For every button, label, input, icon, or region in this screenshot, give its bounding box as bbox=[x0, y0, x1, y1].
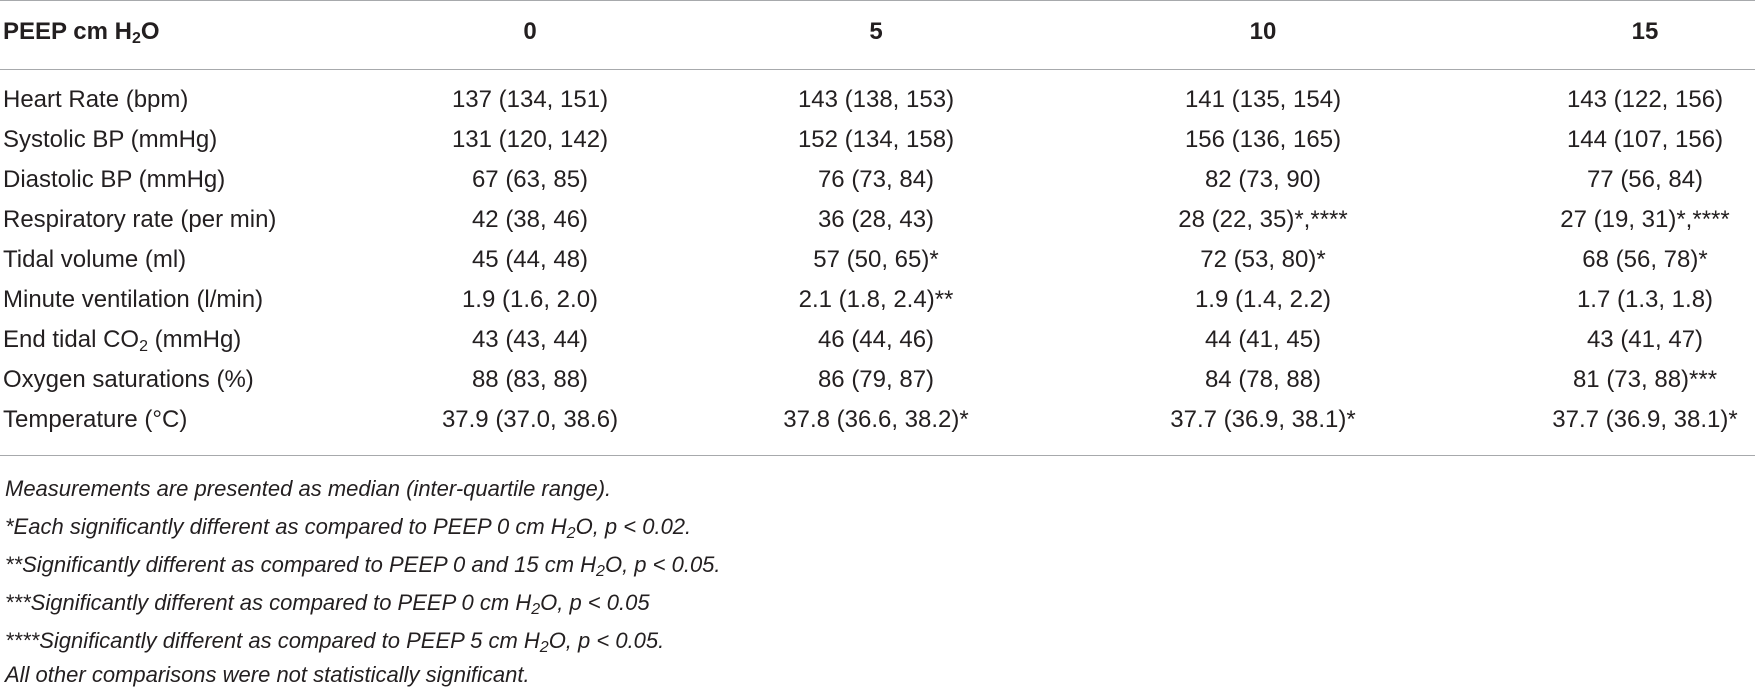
row-label: Tidal volume (ml) bbox=[3, 240, 186, 280]
header-rule bbox=[0, 69, 1755, 70]
table-row: Temperature (°C) 37.9 (37.0, 38.6) 37.8 … bbox=[0, 400, 1755, 440]
table-row: Diastolic BP (mmHg) 67 (63, 85) 76 (73, … bbox=[0, 160, 1755, 200]
cell-peep-15: 27 (19, 31)*,**** bbox=[1560, 206, 1730, 233]
table-bottom-rule bbox=[0, 455, 1755, 456]
cell-peep-15: 144 (107, 156) bbox=[1566, 126, 1724, 153]
cell-peep-5: 76 (73, 84) bbox=[817, 166, 935, 193]
row-label-text: Minute ventilation (l/min) bbox=[3, 286, 264, 313]
footnote: ****Significantly different as compared … bbox=[5, 627, 665, 656]
cell-peep-10: 72 (53, 80)* bbox=[1200, 246, 1326, 273]
cell-peep-10: 82 (73, 90) bbox=[1204, 166, 1322, 193]
header-col-peep-15: 15 bbox=[1631, 18, 1659, 45]
row-label-text: Heart Rate (bpm) bbox=[3, 86, 189, 113]
cell-peep-10: 37.7 (36.9, 38.1)* bbox=[1170, 406, 1356, 433]
cell-peep-10: 141 (135, 154) bbox=[1184, 86, 1342, 113]
footnote-tail: O, p < 0.02. bbox=[575, 514, 692, 539]
footnote-subscript: 2 bbox=[531, 601, 541, 618]
footnote-tail: O, p < 0.05 bbox=[540, 590, 650, 615]
cell-peep-10: 1.9 (1.4, 2.2) bbox=[1194, 286, 1332, 313]
footnote-subscript: 2 bbox=[566, 525, 576, 542]
cell-peep-5: 57 (50, 65)* bbox=[813, 246, 939, 273]
table-row: Minute ventilation (l/min) 1.9 (1.6, 2.0… bbox=[0, 280, 1755, 320]
row-label-text: End tidal CO bbox=[3, 326, 140, 353]
cell-peep-15: 1.7 (1.3, 1.8) bbox=[1576, 286, 1714, 313]
table-row: Tidal volume (ml) 45 (44, 48) 57 (50, 65… bbox=[0, 240, 1755, 280]
row-label-text: Oxygen saturations (%) bbox=[3, 366, 254, 393]
cell-peep-10: 28 (22, 35)*,**** bbox=[1178, 206, 1348, 233]
row-label: Heart Rate (bpm) bbox=[3, 80, 188, 120]
cell-peep-15: 143 (122, 156) bbox=[1566, 86, 1724, 113]
row-label: Minute ventilation (l/min) bbox=[3, 280, 263, 320]
cell-peep-5: 2.1 (1.8, 2.4)** bbox=[798, 286, 954, 313]
footnote-text: Measurements are presented as median (in… bbox=[5, 476, 612, 501]
table-top-rule bbox=[0, 0, 1755, 1]
footnote-tail: O, p < 0.05. bbox=[604, 552, 721, 577]
row-label-text: Diastolic BP (mmHg) bbox=[3, 166, 226, 193]
footnote-subscript: 2 bbox=[539, 639, 549, 656]
cell-peep-10: 84 (78, 88) bbox=[1204, 366, 1322, 393]
row-label-tail: (mmHg) bbox=[147, 326, 242, 353]
cell-peep-0: 43 (43, 44) bbox=[471, 326, 589, 353]
header-col-peep-5: 5 bbox=[869, 18, 883, 45]
header-label: PEEP cm H2O bbox=[3, 12, 160, 52]
table-row: End tidal CO2 (mmHg) 43 (43, 44) 46 (44,… bbox=[0, 320, 1755, 360]
footnote: All other comparisons were not statistic… bbox=[5, 661, 530, 689]
header-label-tail: O bbox=[140, 18, 160, 45]
header-col-peep-0: 0 bbox=[523, 18, 537, 45]
footnote: Measurements are presented as median (in… bbox=[5, 475, 611, 503]
cell-peep-15: 81 (73, 88)*** bbox=[1572, 366, 1718, 393]
cell-peep-5: 152 (134, 158) bbox=[797, 126, 955, 153]
row-label: Systolic BP (mmHg) bbox=[3, 120, 217, 160]
table-row: Systolic BP (mmHg) 131 (120, 142) 152 (1… bbox=[0, 120, 1755, 160]
row-label: Oxygen saturations (%) bbox=[3, 360, 254, 400]
footnote: *Each significantly different as compare… bbox=[5, 513, 692, 542]
footnote-text: All other comparisons were not statistic… bbox=[5, 662, 530, 687]
table-header-row: PEEP cm H2O 0 5 10 15 bbox=[0, 12, 1755, 52]
row-label-text: Tidal volume (ml) bbox=[3, 246, 187, 273]
cell-peep-0: 88 (83, 88) bbox=[471, 366, 589, 393]
footnote-text: ***Significantly different as compared t… bbox=[5, 590, 532, 615]
footnote: **Significantly different as compared to… bbox=[5, 551, 721, 580]
header-col-peep-10: 10 bbox=[1249, 18, 1277, 45]
cell-peep-15: 37.7 (36.9, 38.1)* bbox=[1552, 406, 1738, 433]
row-label: End tidal CO2 (mmHg) bbox=[3, 320, 241, 360]
cell-peep-0: 131 (120, 142) bbox=[451, 126, 609, 153]
table-row: Heart Rate (bpm) 137 (134, 151) 143 (138… bbox=[0, 80, 1755, 120]
cell-peep-0: 137 (134, 151) bbox=[451, 86, 609, 113]
cell-peep-5: 37.8 (36.6, 38.2)* bbox=[783, 406, 969, 433]
row-label: Temperature (°C) bbox=[3, 400, 187, 440]
cell-peep-0: 42 (38, 46) bbox=[471, 206, 589, 233]
cell-peep-10: 44 (41, 45) bbox=[1204, 326, 1322, 353]
cell-peep-15: 43 (41, 47) bbox=[1586, 326, 1704, 353]
row-label: Diastolic BP (mmHg) bbox=[3, 160, 225, 200]
table-row: Oxygen saturations (%) 88 (83, 88) 86 (7… bbox=[0, 360, 1755, 400]
cell-peep-10: 156 (136, 165) bbox=[1184, 126, 1342, 153]
cell-peep-0: 1.9 (1.6, 2.0) bbox=[461, 286, 599, 313]
row-label-text: Systolic BP (mmHg) bbox=[3, 126, 218, 153]
row-label: Respiratory rate (per min) bbox=[3, 200, 276, 240]
cell-peep-0: 45 (44, 48) bbox=[471, 246, 589, 273]
cell-peep-5: 143 (138, 153) bbox=[797, 86, 955, 113]
cell-peep-5: 36 (28, 43) bbox=[817, 206, 935, 233]
row-label-text: Temperature (°C) bbox=[3, 406, 188, 433]
footnote: ***Significantly different as compared t… bbox=[5, 589, 650, 618]
row-label-subscript: 2 bbox=[139, 338, 148, 355]
row-label-text: Respiratory rate (per min) bbox=[3, 206, 277, 233]
header-label-text: PEEP cm H bbox=[3, 18, 132, 45]
footnote-tail: O, p < 0.05. bbox=[548, 628, 665, 653]
cell-peep-0: 67 (63, 85) bbox=[471, 166, 589, 193]
cell-peep-15: 68 (56, 78)* bbox=[1582, 246, 1708, 273]
footnote-text: **Significantly different as compared to… bbox=[5, 552, 597, 577]
footnote-text: ****Significantly different as compared … bbox=[5, 628, 540, 653]
footnote-subscript: 2 bbox=[596, 563, 605, 580]
table-row: Respiratory rate (per min) 42 (38, 46) 3… bbox=[0, 200, 1755, 240]
cell-peep-15: 77 (56, 84) bbox=[1586, 166, 1704, 193]
cell-peep-5: 86 (79, 87) bbox=[817, 366, 935, 393]
cell-peep-5: 46 (44, 46) bbox=[817, 326, 935, 353]
footnote-text: *Each significantly different as compare… bbox=[5, 514, 567, 539]
header-label-subscript: 2 bbox=[131, 30, 141, 47]
cell-peep-0: 37.9 (37.0, 38.6) bbox=[441, 406, 619, 433]
